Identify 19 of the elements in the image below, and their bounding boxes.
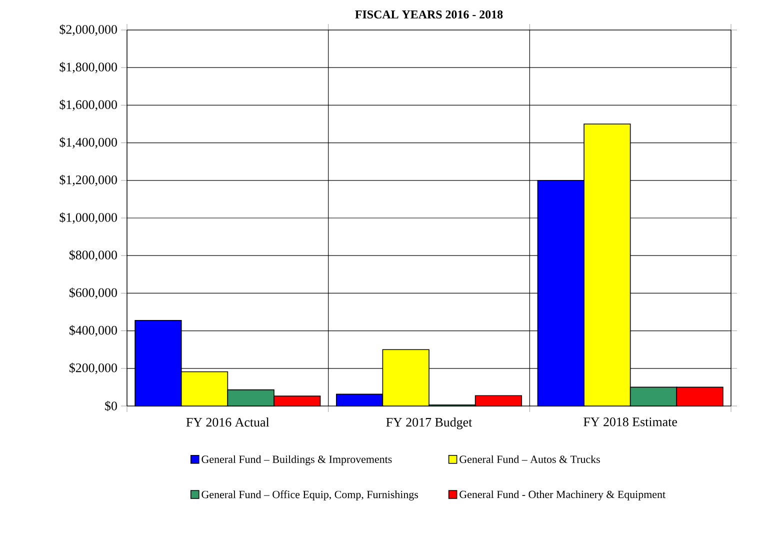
y-tick-label: $600,000	[69, 288, 117, 299]
y-tick-label: $800,000	[69, 250, 117, 262]
legend-label: General Fund – Buildings & Improvements	[202, 455, 392, 466]
y-tick-label: $400,000	[69, 325, 117, 336]
y-tick-label: $2,000,000	[60, 24, 117, 36]
x-tick-label: FY 2018 Estimate	[584, 418, 678, 426]
y-tick-label: $1,600,000	[60, 100, 117, 111]
y-tick-label: $1,200,000	[60, 174, 117, 186]
legend-label: General Fund – Office Equip, Comp, Furnishings	[202, 490, 418, 500]
y-tick-label: $200,000	[69, 362, 117, 374]
legend-label: General Fund - Other Machinery & Equipment	[460, 490, 666, 500]
chart-title: FISCAL YEARS 2016 - 2018	[355, 10, 503, 18]
x-tick-label: FY 2016 Actual	[186, 418, 270, 427]
y-tick-label: $1,000,000	[60, 212, 117, 224]
y-tick-label: $1,400,000	[60, 137, 117, 148]
legend-label: General Fund – Autos & Trucks	[460, 455, 600, 464]
x-tick-label: FY 2017 Budget	[386, 418, 472, 430]
y-tick-label: $0	[105, 400, 117, 412]
y-tick-label: $1,800,000	[60, 62, 117, 74]
